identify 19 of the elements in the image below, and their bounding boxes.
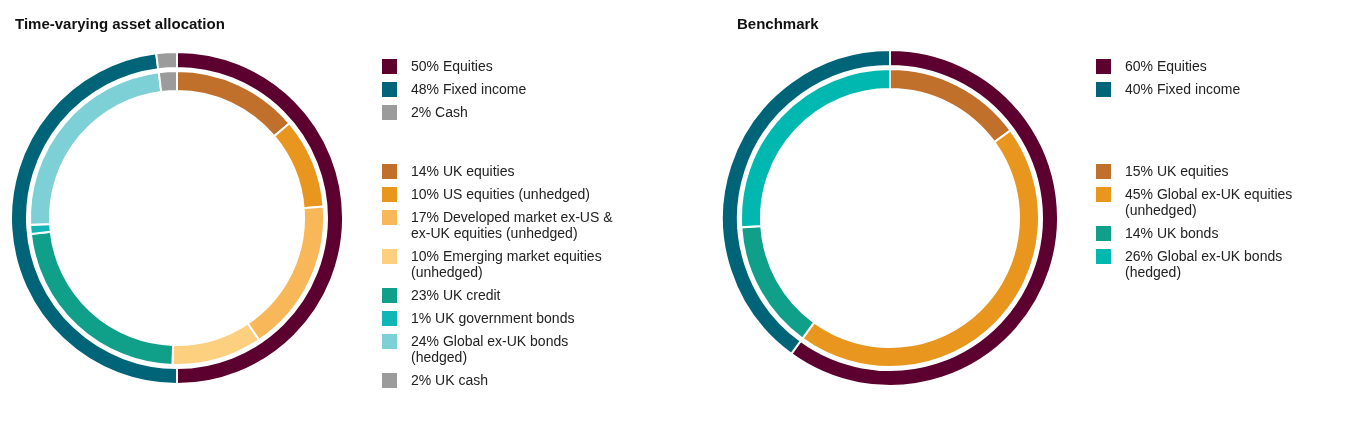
legend-label: 24% Global ex-UK bonds (hedged) (411, 332, 569, 365)
legend-label: 26% Global ex-UK bonds (hedged) (1125, 247, 1283, 280)
legend-label: 15% UK equities (1125, 162, 1229, 179)
legend-label: 23% UK credit (411, 286, 501, 303)
legend-label: 10% Emerging market equities (unhedged) (411, 247, 602, 280)
legend-label: 45% Global ex-UK equities (unhedged) (1125, 185, 1293, 218)
legend-label: 10% US equities (unhedged) (411, 185, 591, 202)
legend-label: 50% Equities (411, 57, 493, 74)
legend-label: 40% Fixed income (1125, 80, 1241, 97)
legend-label: 14% UK bonds (1125, 224, 1219, 241)
chart-title: Benchmark (737, 15, 820, 32)
legend-label: 2% Cash (411, 103, 468, 120)
legend-label: 1% UK government bonds (411, 309, 575, 326)
chart-title: Time-varying asset allocation (15, 15, 225, 32)
legend-label: 14% UK equities (411, 162, 515, 179)
legend-label: 48% Fixed income (411, 80, 527, 97)
legend-label: 2% UK cash (411, 371, 489, 388)
legend-label: 17% Developed market ex-US & ex-UK equities (unhedged) (411, 208, 614, 241)
legend-label: 60% Equities (1125, 57, 1207, 74)
